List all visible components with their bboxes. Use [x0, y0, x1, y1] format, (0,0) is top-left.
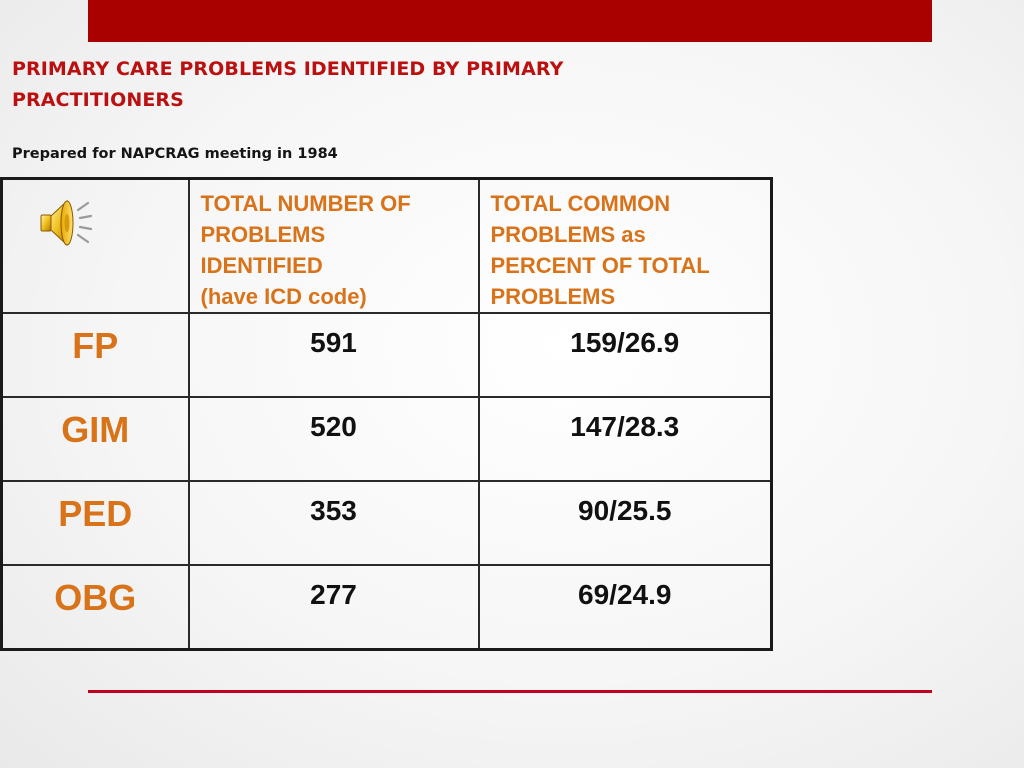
- header-common-line-3: PERCENT OF TOTAL: [490, 253, 710, 278]
- table-row: FP 591 159/26.9: [0, 312, 773, 398]
- speaker-icon[interactable]: [37, 194, 95, 252]
- common-problems-fp: 159/26.9: [477, 312, 773, 398]
- row-label-obg: OBG: [0, 564, 190, 650]
- header-total-line-1: TOTAL NUMBER OF: [200, 191, 411, 216]
- row-label-gim: GIM: [0, 396, 190, 482]
- header-common-line-2: PROBLEMS as: [490, 222, 646, 247]
- row-label-fp: FP: [0, 312, 190, 398]
- header-common-line-4: PROBLEMS: [490, 284, 616, 309]
- table-row: PED 353 90/25.5: [0, 480, 773, 566]
- table-corner-cell: [0, 177, 190, 314]
- header-common-line-1: TOTAL COMMON: [490, 191, 671, 216]
- common-problems-obg: 69/24.9: [477, 564, 773, 650]
- top-accent-bar: [88, 0, 932, 42]
- header-total-line-2: PROBLEMS: [200, 222, 326, 247]
- total-problems-obg: 277: [187, 564, 480, 650]
- header-total-line-3: IDENTIFIED: [200, 253, 323, 278]
- slide-title: PRIMARY CARE PROBLEMS IDENTIFIED BY PRIM…: [12, 58, 564, 111]
- table-header-row: TOTAL NUMBER OF PROBLEMS IDENTIFIED (hav…: [0, 177, 773, 314]
- table-row: OBG 277 69/24.9: [0, 564, 773, 650]
- total-problems-gim: 520: [187, 396, 480, 482]
- header-total-problems: TOTAL NUMBER OF PROBLEMS IDENTIFIED (hav…: [187, 177, 480, 314]
- problems-table: TOTAL NUMBER OF PROBLEMS IDENTIFIED (hav…: [0, 177, 773, 651]
- row-label-ped: PED: [0, 480, 190, 566]
- header-common-problems: TOTAL COMMON PROBLEMS as PERCENT OF TOTA…: [477, 177, 773, 314]
- table-row: GIM 520 147/28.3: [0, 396, 773, 482]
- total-problems-ped: 353: [187, 480, 480, 566]
- total-problems-fp: 591: [187, 312, 480, 398]
- bottom-rule: [88, 690, 932, 693]
- header-total-line-4: (have ICD code): [200, 284, 367, 309]
- slide-subtitle: Prepared for NAPCRAG meeting in 1984: [12, 146, 338, 162]
- common-problems-gim: 147/28.3: [477, 396, 773, 482]
- common-problems-ped: 90/25.5: [477, 480, 773, 566]
